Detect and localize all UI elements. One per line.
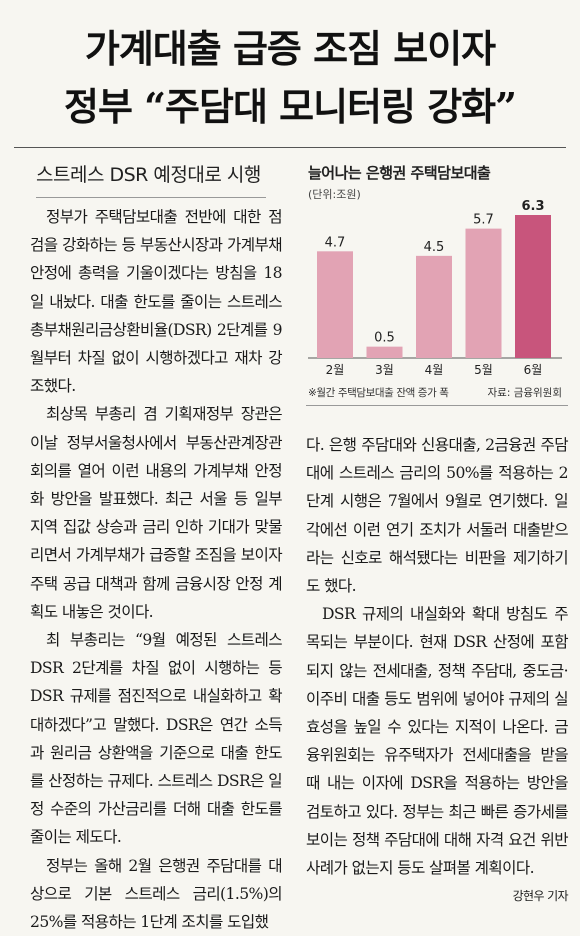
article-column-right: 다. 은행 주담대와 신용대출, 2금융권 주담대에 스트레스 금리의 50%를… [306,431,569,910]
bar [317,251,353,358]
chart-source: 자료: 금융위원회 [487,387,563,399]
article-paragraph: DSR 규제의 내실화와 확대 방침도 주목되는 부분이다. 현재 DSR 산정… [306,600,569,903]
chart-divider [306,405,568,406]
x-tick-label: 6월 [524,363,543,377]
byline: 강현우 기자 [512,889,569,904]
subheadline: 스트레스 DSR 예정대로 시행 [36,164,261,186]
bar-value-label: 6.3 [521,199,544,214]
bar-value-label: 4.7 [325,235,346,250]
x-tick-label: 3월 [375,363,394,377]
article-paragraph-text: DSR 규제의 내실화와 확대 방침도 주목되는 부분이다. 현재 DSR 산정… [306,605,569,878]
headline-line-2: 정부 “주담대 모니터링 강화” [64,84,517,129]
article-paragraph: 최 부총리는 “9월 예정된 스트레스 DSR 2단계를 차질 없이 시행하는 … [30,631,283,847]
subheadline-divider [36,197,266,198]
bar [515,215,551,358]
article-column-left: 정부가 주택담보대출 전반에 대한 점검을 강화하는 등 부동산시장과 가계부채… [30,203,283,936]
article-paragraph: 다. 은행 주담대와 신용대출, 2금융권 주담대에 스트레스 금리의 50%를… [306,436,569,596]
article-paragraph: 정부가 주택담보대출 전반에 대한 점검을 강화하는 등 부동산시장과 가계부채… [30,208,283,396]
x-tick-label: 2월 [326,363,345,377]
bar-value-label: 4.5 [424,240,445,255]
bar [416,255,452,358]
chart-note: ※월간 주택담보대출 잔액 증가 폭 [308,387,449,399]
x-tick-label: 5월 [474,363,493,377]
bar-value-label: 0.5 [374,331,395,346]
chart-unit: (단위:조원) [308,188,361,201]
chart-title: 늘어나는 은행권 주택담보대출 [308,164,491,182]
x-tick-label: 4월 [425,363,444,377]
bar-chart: 4.7 2월 0.5 3월 4.5 4월 5.7 5월 6.3 6월 [308,199,562,377]
article-paragraph: 최상목 부총리 겸 기획재정부 장관은 이날 정부서울청사에서 부동산관계장관회… [30,405,283,621]
bar [366,346,403,358]
headline-divider [14,147,566,148]
article-paragraph: 정부는 올해 2월 은행권 주담대를 대상으로 기본 스트레스 금리(1.5%)… [30,856,283,932]
bar [465,228,502,358]
bar-value-label: 5.7 [473,213,494,228]
headline-line-1: 가계대출 급증 조짐 보이자 [84,26,496,71]
